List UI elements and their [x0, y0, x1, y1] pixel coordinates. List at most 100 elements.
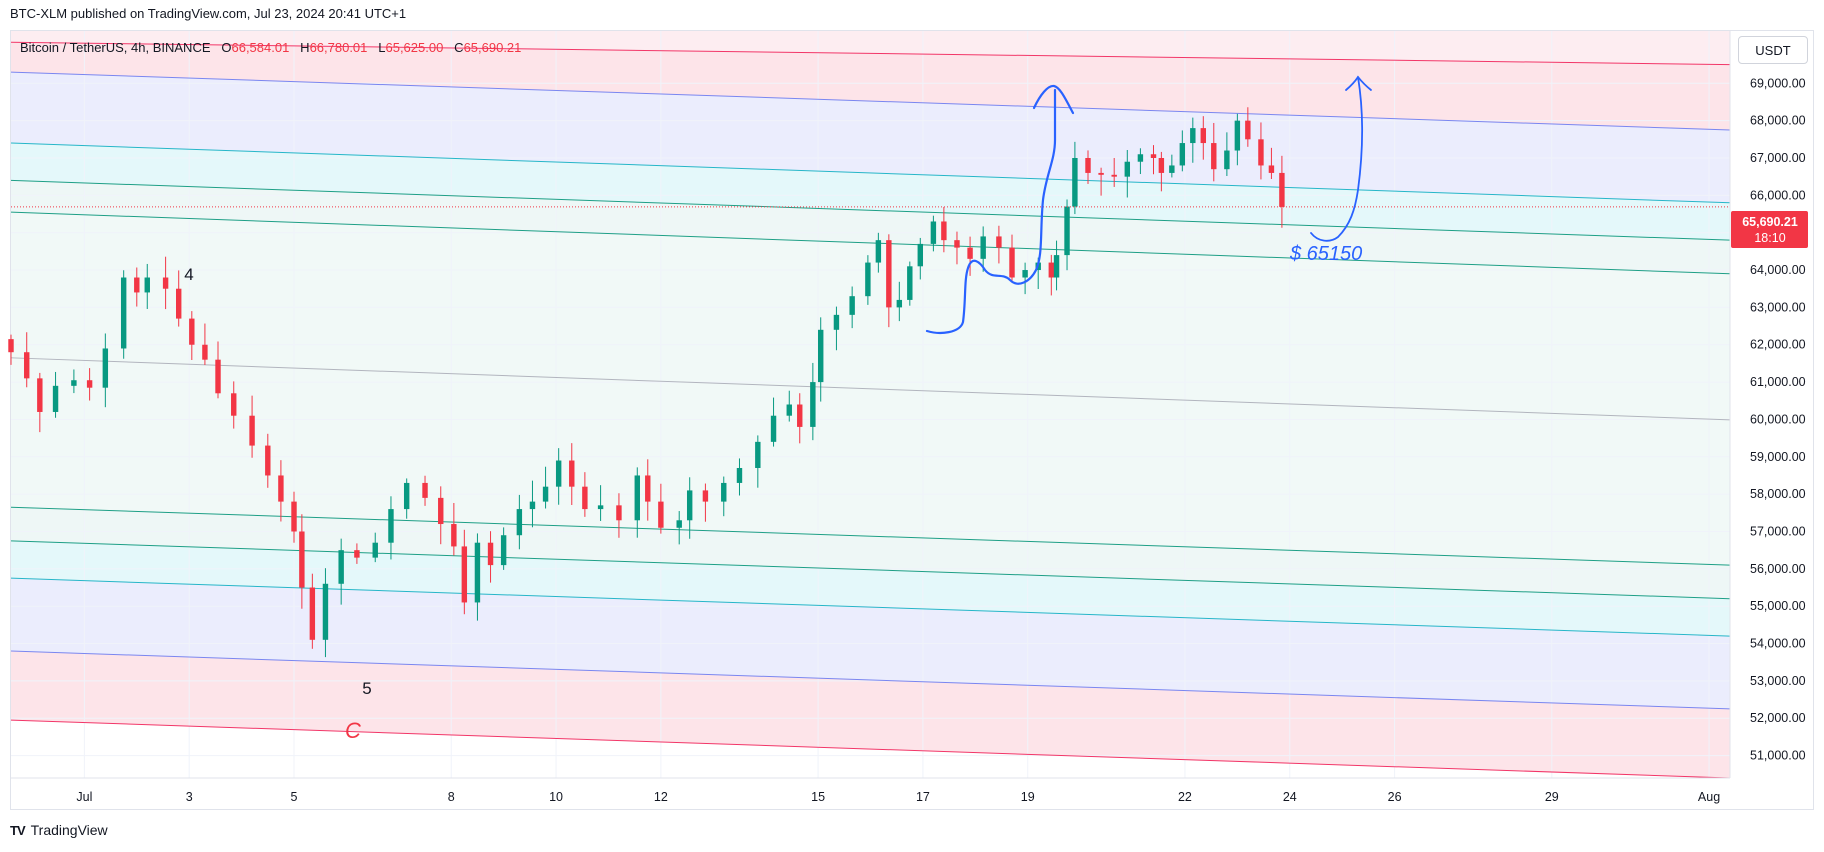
channel-line-outer-bot: [10, 719, 1731, 779]
tradingview-logo-icon: TV: [10, 822, 26, 838]
candle-body: [438, 497, 444, 525]
candle-body: [309, 587, 316, 640]
price-tick-label: 54,000.00: [1750, 637, 1806, 651]
price-tick-label: 66,000.00: [1750, 188, 1806, 202]
candle-body: [299, 531, 305, 588]
candle-body: [875, 240, 882, 263]
channel-lines: [10, 41, 1731, 779]
price-tick-label: 68,000.00: [1750, 114, 1806, 128]
time-tick-label: 15: [811, 790, 825, 804]
price-tick-label: 60,000.00: [1750, 412, 1806, 426]
badge-countdown: 18:10: [1754, 231, 1785, 245]
candle-body: [354, 550, 360, 558]
candle-body: [231, 393, 237, 416]
time-tick-label: 17: [916, 790, 930, 804]
footer-brand-name: TradingView: [30, 822, 108, 838]
candle-body: [24, 352, 30, 379]
wave-label-c: C: [345, 718, 361, 743]
candle-body: [249, 415, 255, 446]
candle-body: [555, 460, 562, 487]
channel-band: [11, 651, 1730, 778]
candle-body: [516, 509, 523, 536]
channel-band: [11, 180, 1730, 274]
candle-body: [1150, 154, 1157, 158]
arrow-head-1: [1032, 84, 1075, 115]
candle-body: [403, 482, 410, 510]
legend-high-label: H: [300, 40, 310, 55]
legend-symbol: Bitcoin / TetherUS, 4h, BINANCE: [20, 40, 211, 55]
legend-high-value: 66,780.01: [309, 40, 368, 55]
candle-body: [1200, 128, 1207, 144]
projection-path-2: [1310, 76, 1364, 242]
channel-line-outer-top: [10, 41, 1731, 66]
channel-line-green-bot: [10, 540, 1731, 600]
price-tick-label: 55,000.00: [1750, 599, 1806, 613]
candle-body: [529, 501, 536, 510]
candle-body: [645, 475, 651, 502]
candle-body: [1234, 120, 1241, 151]
candle-body: [102, 348, 109, 388]
channel-band-outer-top: [11, 31, 1730, 65]
candle-body: [500, 535, 507, 566]
candle-body: [569, 460, 575, 487]
channel-line-blue-top: [10, 71, 1731, 131]
candle-body: [941, 221, 947, 241]
time-tick-label: Aug: [1698, 790, 1720, 804]
candle-body: [388, 509, 394, 543]
candle-body: [907, 266, 913, 300]
candle-body: [886, 240, 892, 308]
candle-body: [37, 378, 43, 412]
price-axis[interactable]: 51,000.00 52,000.00 53,000.00 54,000.00 55,0…: [1729, 31, 1806, 778]
candle-body: [71, 380, 77, 386]
candle-body: [967, 247, 973, 259]
price-tick-label: 59,000.00: [1750, 450, 1806, 464]
candle-body: [1009, 247, 1015, 278]
candles: [8, 107, 1285, 658]
price-tick-label: 57,000.00: [1750, 524, 1806, 538]
time-axis[interactable]: Jul 3 5 8 10 12 15 17 19 22 24 26 29 Aug: [11, 777, 1730, 804]
candle-body: [461, 546, 468, 603]
last-price-badge: 65,690.21 18:10: [1731, 211, 1808, 248]
candle-body: [833, 314, 840, 330]
legend-close-value: 65,690.21: [463, 40, 522, 55]
candle-body: [372, 542, 378, 558]
candle-body: [597, 505, 604, 510]
price-tick-label: 69,000.00: [1750, 76, 1806, 90]
candle-body: [1158, 157, 1165, 173]
candle-body: [215, 359, 221, 394]
legend-open-value: 66,584.01: [231, 40, 290, 55]
candle-body: [634, 475, 640, 521]
candle-body: [721, 482, 727, 502]
price-tick-label: 56,000.00: [1750, 562, 1806, 576]
price-tick-label: 58,000.00: [1750, 487, 1806, 501]
candle-body: [52, 385, 59, 412]
candle-body: [487, 542, 494, 566]
candle-body: [1085, 157, 1091, 173]
candle-body: [422, 482, 428, 498]
time-tick-label: 12: [654, 790, 668, 804]
candle-body: [702, 490, 709, 502]
candle-body: [582, 486, 588, 510]
candle-body: [1111, 174, 1117, 177]
candle-body: [8, 339, 14, 353]
price-tick-label: 61,000.00: [1750, 375, 1806, 389]
candle-body: [736, 467, 743, 483]
candle-body: [1190, 128, 1196, 144]
candle-body: [1179, 143, 1186, 166]
currency-button[interactable]: USDT: [1738, 36, 1808, 64]
price-tick-label: 53,000.00: [1750, 674, 1806, 688]
channel-line-mid: [10, 357, 1731, 421]
candle-body: [1064, 206, 1070, 256]
candle-body: [1258, 139, 1264, 166]
channel-band: [11, 212, 1730, 420]
time-tick-label: 19: [1021, 790, 1035, 804]
candle-body: [175, 288, 182, 319]
time-tick-label: 24: [1283, 790, 1297, 804]
candle-body: [1022, 270, 1028, 278]
candle-body: [542, 486, 549, 502]
price-tick-label: 63,000.00: [1750, 300, 1806, 314]
channel-band: [11, 42, 1730, 130]
price-tick-label: 67,000.00: [1750, 151, 1806, 165]
candle-body: [849, 296, 855, 315]
